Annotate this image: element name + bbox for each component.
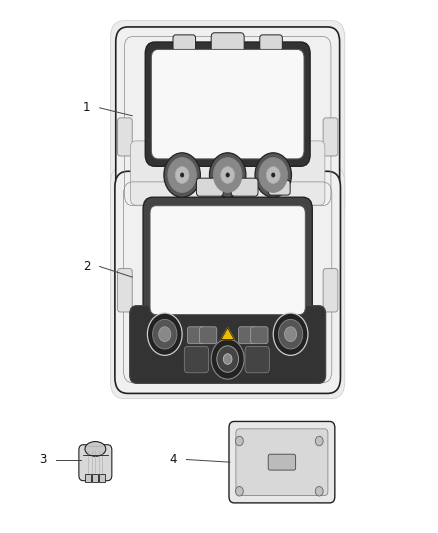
FancyBboxPatch shape <box>211 33 244 53</box>
FancyBboxPatch shape <box>130 305 326 383</box>
Circle shape <box>259 158 287 192</box>
Bar <box>99 474 105 482</box>
Circle shape <box>221 166 235 183</box>
Circle shape <box>285 327 297 342</box>
Circle shape <box>209 153 246 197</box>
Circle shape <box>217 346 239 372</box>
FancyBboxPatch shape <box>239 327 256 344</box>
FancyBboxPatch shape <box>229 422 335 503</box>
FancyBboxPatch shape <box>145 42 310 166</box>
FancyBboxPatch shape <box>79 445 112 481</box>
FancyBboxPatch shape <box>110 21 345 222</box>
FancyBboxPatch shape <box>251 327 268 344</box>
FancyBboxPatch shape <box>115 171 340 393</box>
Circle shape <box>272 173 275 177</box>
FancyBboxPatch shape <box>196 178 223 196</box>
Circle shape <box>175 166 189 183</box>
FancyBboxPatch shape <box>236 429 328 496</box>
Circle shape <box>236 487 243 496</box>
FancyBboxPatch shape <box>323 269 338 312</box>
Circle shape <box>266 166 280 183</box>
Circle shape <box>159 327 171 342</box>
FancyBboxPatch shape <box>231 178 258 196</box>
FancyBboxPatch shape <box>173 35 196 51</box>
FancyBboxPatch shape <box>268 454 296 470</box>
Ellipse shape <box>85 441 106 456</box>
FancyBboxPatch shape <box>117 118 132 156</box>
FancyBboxPatch shape <box>143 197 312 323</box>
FancyBboxPatch shape <box>199 327 217 344</box>
Circle shape <box>236 436 243 446</box>
Bar <box>92 474 98 482</box>
Text: 1: 1 <box>83 101 90 115</box>
FancyBboxPatch shape <box>116 27 339 215</box>
Circle shape <box>164 153 200 197</box>
Circle shape <box>213 158 242 192</box>
FancyBboxPatch shape <box>150 206 305 314</box>
Text: 2: 2 <box>83 260 90 273</box>
FancyBboxPatch shape <box>268 180 290 195</box>
FancyBboxPatch shape <box>117 269 132 312</box>
Circle shape <box>226 173 230 177</box>
Circle shape <box>168 158 196 192</box>
FancyBboxPatch shape <box>187 327 205 344</box>
Circle shape <box>273 313 308 356</box>
Circle shape <box>152 319 177 349</box>
Circle shape <box>315 487 323 496</box>
FancyBboxPatch shape <box>110 166 345 399</box>
Circle shape <box>315 436 323 446</box>
Text: 3: 3 <box>39 453 47 466</box>
FancyBboxPatch shape <box>245 346 269 373</box>
Circle shape <box>148 313 182 356</box>
Bar <box>85 474 91 482</box>
Circle shape <box>279 319 303 349</box>
Text: 4: 4 <box>170 453 177 466</box>
Circle shape <box>223 354 232 365</box>
FancyBboxPatch shape <box>323 118 338 156</box>
FancyBboxPatch shape <box>184 346 208 373</box>
Circle shape <box>255 153 291 197</box>
Circle shape <box>180 173 184 177</box>
FancyBboxPatch shape <box>260 35 283 51</box>
Circle shape <box>211 339 244 379</box>
FancyBboxPatch shape <box>131 141 325 205</box>
Polygon shape <box>221 328 234 340</box>
FancyBboxPatch shape <box>151 50 304 159</box>
